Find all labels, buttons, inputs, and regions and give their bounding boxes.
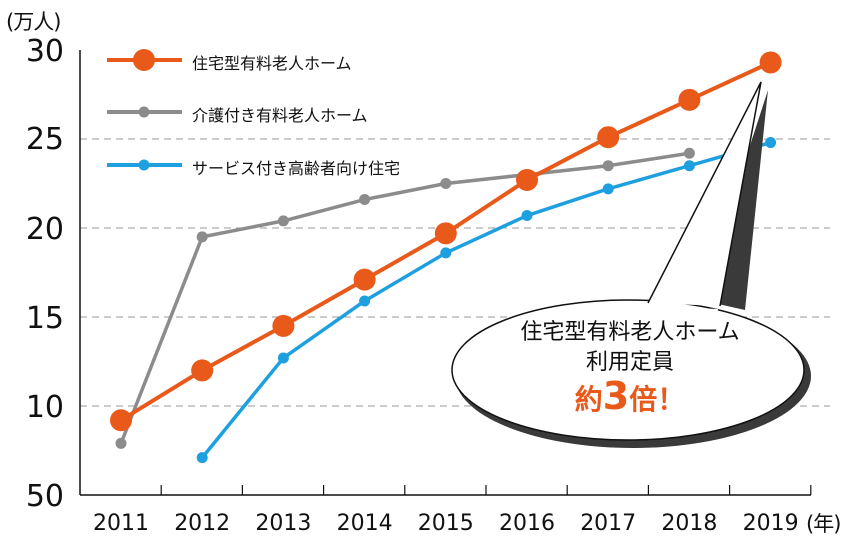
x-tick-label: 2011 xyxy=(93,511,149,536)
data-point xyxy=(440,178,452,189)
callout-line-2: 利用定員 xyxy=(585,350,674,375)
x-tick-label: 2018 xyxy=(661,511,718,536)
legend-label-sakoju: サービス付き高齢者向け住宅 xyxy=(192,159,401,178)
data-point xyxy=(683,147,695,159)
x-tick-label: 2013 xyxy=(255,511,312,536)
data-point xyxy=(765,137,777,149)
data-point xyxy=(196,452,208,464)
callout-number: 3 xyxy=(602,374,630,418)
callout-suffix: 倍！ xyxy=(629,383,686,416)
y-tick-label: 25 xyxy=(25,122,64,157)
y-tick-label: 10 xyxy=(25,390,64,425)
data-point xyxy=(602,160,614,172)
axes xyxy=(79,50,812,496)
x-tick-label: 2017 xyxy=(580,511,637,536)
data-point xyxy=(602,183,614,195)
data-point xyxy=(434,222,457,245)
callout-text: 住宅型有料老人ホーム 利用定員 約3倍！ xyxy=(470,318,790,418)
callout-emphasis: 約3倍！ xyxy=(470,377,790,418)
x-axis-unit: (年) xyxy=(806,512,841,536)
data-point xyxy=(678,88,701,111)
data-point xyxy=(359,194,371,206)
legend-label-kaigo: 介護付き有料老人ホーム xyxy=(192,106,368,125)
data-point xyxy=(683,160,695,172)
x-tick-label: 2016 xyxy=(499,511,555,536)
legend-marker xyxy=(138,159,150,171)
x-tick-label: 2019 xyxy=(742,511,799,536)
series-line xyxy=(119,151,690,445)
x-tick-label: 2012 xyxy=(174,511,231,536)
data-point xyxy=(191,359,214,382)
data-point xyxy=(521,210,533,222)
legend-markers xyxy=(107,49,182,171)
y-tick-label: 15 xyxy=(25,301,64,336)
data-point xyxy=(272,314,295,337)
data-point xyxy=(597,126,620,149)
data-point xyxy=(516,168,538,191)
x-tick-label: 2014 xyxy=(336,511,393,536)
data-point xyxy=(353,268,376,291)
data-point xyxy=(277,352,289,364)
y-tick-label: 30 xyxy=(25,34,64,69)
data-point xyxy=(440,247,452,259)
callout-prefix: 約 xyxy=(574,383,603,416)
data-point xyxy=(110,409,132,432)
data-point xyxy=(359,295,371,307)
data-point xyxy=(277,215,289,227)
legend-marker xyxy=(133,49,155,71)
legend-label-jutaku: 住宅型有料老人ホーム xyxy=(192,54,352,73)
legend-marker xyxy=(138,106,150,118)
y-axis-unit: (万人) xyxy=(6,10,61,34)
series-line xyxy=(200,140,772,459)
callout-line-1: 住宅型有料老人ホーム xyxy=(520,320,740,345)
data-point xyxy=(759,51,782,74)
speech-bubble xyxy=(451,81,811,448)
x-tick-label: 2015 xyxy=(417,511,474,536)
series-lines xyxy=(110,51,782,464)
y-tick-label: 20 xyxy=(25,212,64,247)
data-point xyxy=(115,437,127,449)
y-tick-label: 50 xyxy=(25,479,64,514)
data-point xyxy=(196,231,208,243)
